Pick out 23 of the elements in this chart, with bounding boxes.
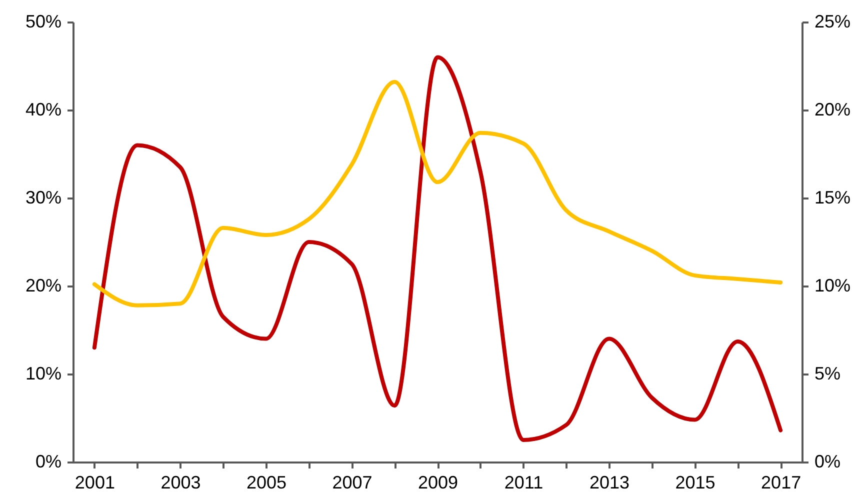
y2-tick-label: 5% [814,364,841,384]
y-tick-label: 10% [25,364,62,384]
x-tick-label: 2017 [761,472,802,492]
y-tick-label: 50% [25,12,62,32]
y-tick-label: 30% [25,188,62,208]
x-tick-label: 2013 [590,472,630,492]
y2-tick-label: 25% [814,12,851,32]
x-tick-label: 2003 [160,472,201,492]
y-tick-label: 20% [25,276,62,296]
line-series [92,80,783,308]
x-tick-label: 2009 [418,472,458,492]
x-tick-label: 2007 [332,472,372,492]
y2-tick-label: 20% [814,100,851,120]
y2-tick-label: 10% [814,276,851,296]
line-series [92,55,783,442]
x-tick-label: 2001 [74,472,115,492]
x-tick-label: 2011 [504,472,544,492]
y2-tick-label: 0% [814,452,841,472]
x-tick-label: 2015 [675,472,716,492]
x-tick-label: 2005 [246,472,286,492]
y2-tick-label: 15% [814,188,851,208]
y-tick-label: 40% [25,100,62,120]
y-tick-label: 0% [35,452,62,472]
